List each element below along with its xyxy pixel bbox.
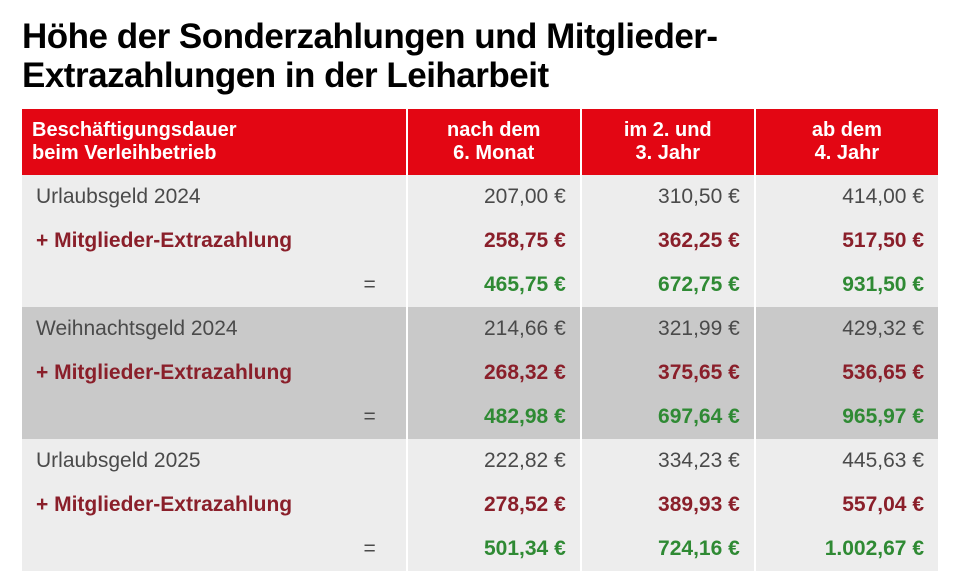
row-label-extra: + Mitglieder-Extrazahlung (22, 351, 407, 395)
table-row: Urlaubsgeld 2024207,00 €310,50 €414,00 € (22, 175, 938, 219)
cell-base: 429,32 € (755, 307, 938, 351)
row-label-base: Urlaubsgeld 2025 (22, 439, 407, 483)
cell-extra: 557,04 € (755, 483, 938, 527)
cell-extra: 268,32 € (407, 351, 581, 395)
title-line-1: Höhe der Sonderzahlungen und Mitglieder- (22, 17, 718, 56)
cell-base: 445,63 € (755, 439, 938, 483)
row-label-extra: + Mitglieder-Extrazahlung (22, 483, 407, 527)
table-body: Urlaubsgeld 2024207,00 €310,50 €414,00 €… (22, 175, 938, 571)
col-header-duration: Beschäftigungsdauer beim Verleihbetrieb (22, 109, 407, 175)
cell-extra: 258,75 € (407, 219, 581, 263)
cell-sum: 465,75 € (407, 263, 581, 307)
cell-sum: 482,98 € (407, 395, 581, 439)
cell-extra: 389,93 € (581, 483, 755, 527)
cell-sum: 931,50 € (755, 263, 938, 307)
col-header-from-year-4: ab dem 4. Jahr (755, 109, 938, 175)
cell-sum: 1.002,67 € (755, 527, 938, 571)
cell-base: 214,66 € (407, 307, 581, 351)
table-row: Urlaubsgeld 2025222,82 €334,23 €445,63 € (22, 439, 938, 483)
table-row: =482,98 €697,64 €965,97 € (22, 395, 938, 439)
row-label-sum: = (22, 395, 407, 439)
table-row: =465,75 €672,75 €931,50 € (22, 263, 938, 307)
cell-extra: 375,65 € (581, 351, 755, 395)
cell-extra: 278,52 € (407, 483, 581, 527)
payments-table: Beschäftigungsdauer beim Verleihbetrieb … (22, 109, 938, 571)
col-header-after-6m: nach dem 6. Monat (407, 109, 581, 175)
table-row: + Mitglieder-Extrazahlung258,75 €362,25 … (22, 219, 938, 263)
page-title: Höhe der Sonderzahlungen und Mitglieder-… (22, 18, 938, 95)
table-row: + Mitglieder-Extrazahlung268,32 €375,65 … (22, 351, 938, 395)
cell-sum: 697,64 € (581, 395, 755, 439)
table-row: Weihnachtsgeld 2024214,66 €321,99 €429,3… (22, 307, 938, 351)
cell-base: 310,50 € (581, 175, 755, 219)
cell-sum: 501,34 € (407, 527, 581, 571)
cell-base: 414,00 € (755, 175, 938, 219)
row-label-extra: + Mitglieder-Extrazahlung (22, 219, 407, 263)
row-label-sum: = (22, 263, 407, 307)
cell-sum: 724,16 € (581, 527, 755, 571)
cell-sum: 672,75 € (581, 263, 755, 307)
cell-base: 222,82 € (407, 439, 581, 483)
cell-extra: 517,50 € (755, 219, 938, 263)
cell-base: 207,00 € (407, 175, 581, 219)
cell-base: 321,99 € (581, 307, 755, 351)
cell-extra: 362,25 € (581, 219, 755, 263)
cell-sum: 965,97 € (755, 395, 938, 439)
title-line-2: Extrazahlungen in der Leiharbeit (22, 56, 549, 95)
cell-extra: 536,65 € (755, 351, 938, 395)
col-header-year-2-3: im 2. und 3. Jahr (581, 109, 755, 175)
table-row: =501,34 €724,16 €1.002,67 € (22, 527, 938, 571)
row-label-base: Urlaubsgeld 2024 (22, 175, 407, 219)
cell-base: 334,23 € (581, 439, 755, 483)
table-row: + Mitglieder-Extrazahlung278,52 €389,93 … (22, 483, 938, 527)
row-label-base: Weihnachtsgeld 2024 (22, 307, 407, 351)
row-label-sum: = (22, 527, 407, 571)
